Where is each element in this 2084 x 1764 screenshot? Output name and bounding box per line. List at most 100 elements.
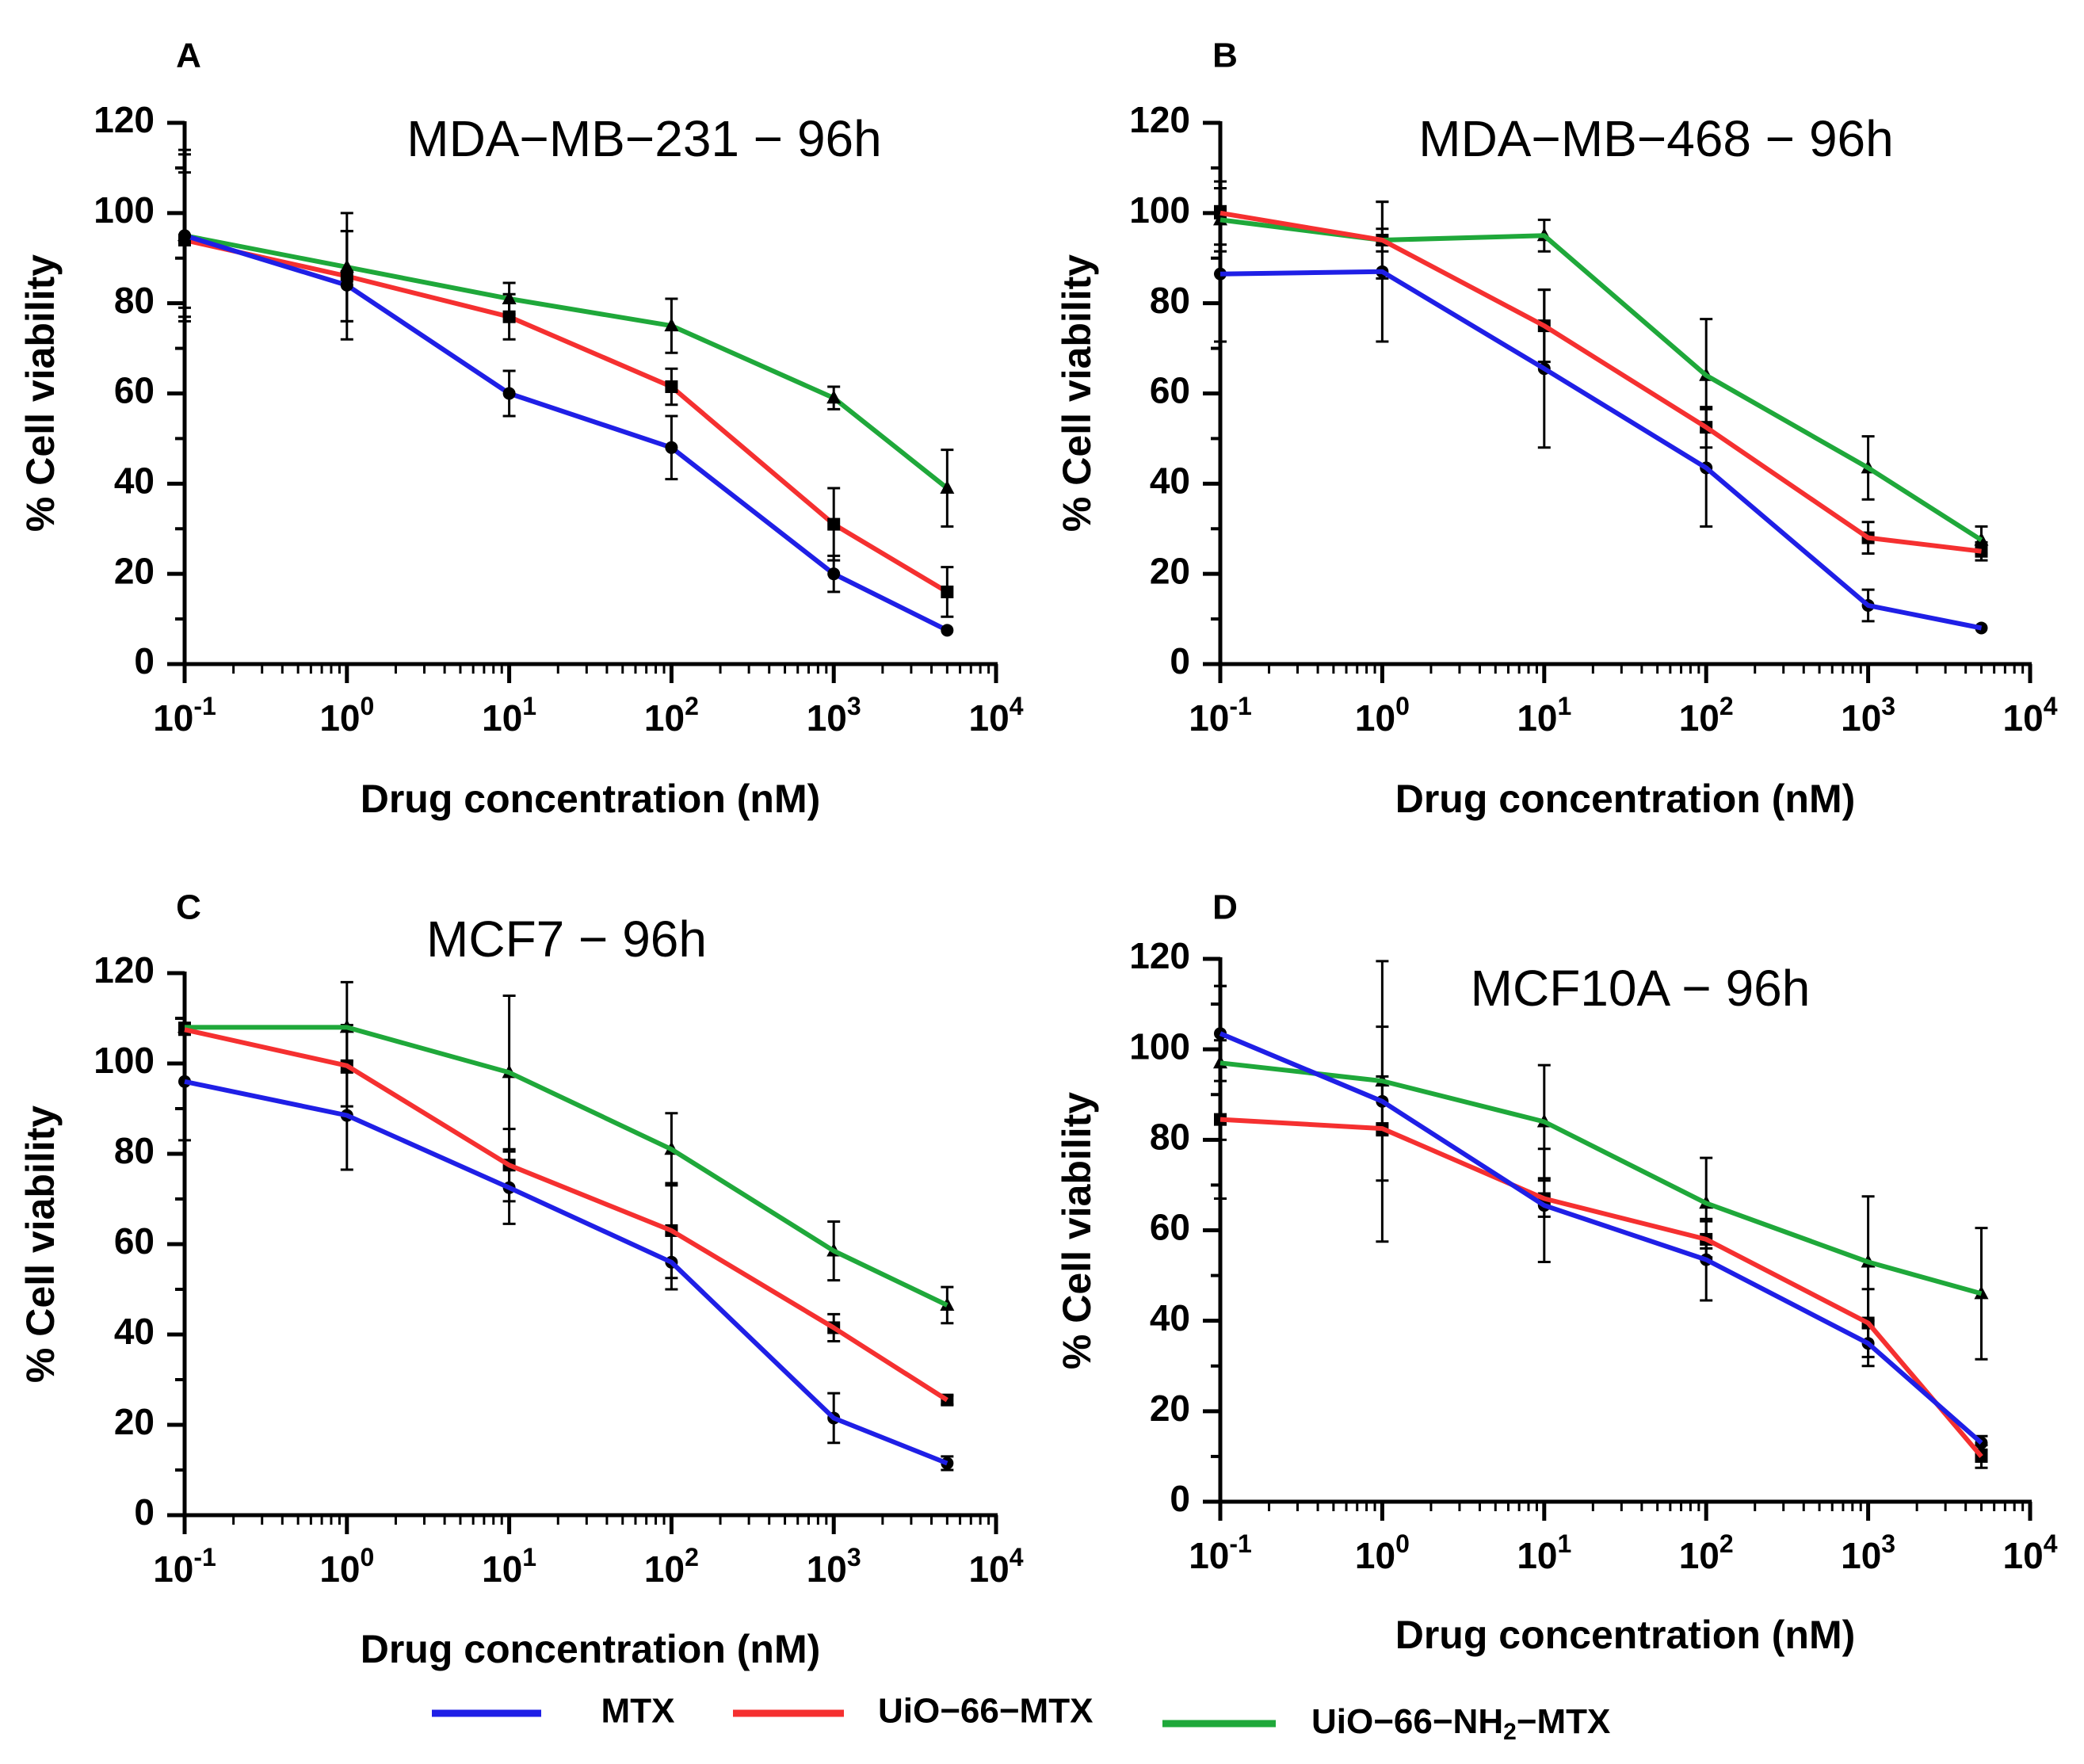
series-uio bbox=[1219, 210, 1982, 554]
y-tick-label: 40 bbox=[114, 460, 155, 501]
x-axis-label: Drug concentration (nM) bbox=[361, 777, 821, 821]
x-tick-label: 100 bbox=[319, 1543, 374, 1590]
series-line bbox=[1219, 1117, 1983, 1458]
data-point bbox=[941, 624, 954, 637]
y-axis-label: % Cell viability bbox=[18, 1105, 63, 1383]
y-tick-label: 40 bbox=[1150, 1297, 1190, 1338]
panel-letter: A bbox=[176, 36, 201, 75]
panel-letter: D bbox=[1212, 888, 1238, 927]
y-tick-label: 80 bbox=[114, 280, 155, 321]
y-tick-label: 60 bbox=[114, 370, 155, 411]
series-line bbox=[185, 1025, 948, 1308]
x-tick-label: 100 bbox=[319, 692, 374, 739]
x-tick-label: 104 bbox=[2003, 692, 2058, 739]
x-tick-label: 101 bbox=[482, 692, 536, 739]
y-axis-label: % Cell viability bbox=[1055, 254, 1099, 532]
series-line bbox=[184, 233, 948, 632]
series-uio bbox=[1219, 1117, 1983, 1458]
data-point bbox=[826, 390, 842, 404]
data-point bbox=[827, 567, 841, 581]
x-tick-label: 103 bbox=[1841, 692, 1895, 739]
y-tick-label: 80 bbox=[1150, 1116, 1190, 1157]
x-tick-label: 103 bbox=[807, 1543, 861, 1590]
chart-panel-d: D MCF10A − 96h 0 20 40 60 80 100 120 10-1 100 101 10… bbox=[1055, 888, 2057, 1658]
y-axis-label: % Cell viability bbox=[18, 254, 63, 532]
legend-label: UiO−66−NH2−MTX bbox=[1311, 1702, 1610, 1745]
x-tick-label: 10-1 bbox=[1189, 1529, 1252, 1576]
x-tick-label: 100 bbox=[1355, 1529, 1410, 1576]
legend: MTX UiO−66−MTX UiO−66−NH2−MTX bbox=[432, 1692, 1610, 1745]
legend-item-uionh2: UiO−66−NH2−MTX bbox=[1162, 1702, 1610, 1745]
series-mtx bbox=[1219, 269, 1983, 631]
y-tick-label: 20 bbox=[1150, 1388, 1190, 1429]
y-tick-label: 60 bbox=[1150, 1207, 1190, 1248]
x-axis-label: Drug concentration (nM) bbox=[1395, 1613, 1856, 1657]
chart-title: MCF10A − 96h bbox=[1471, 960, 1811, 1017]
data-point bbox=[941, 585, 954, 598]
y-tick-label: 120 bbox=[94, 99, 155, 140]
data-point bbox=[665, 380, 678, 393]
y-tick-label: 120 bbox=[1129, 99, 1190, 140]
data-point bbox=[665, 441, 678, 454]
y-tick-label: 0 bbox=[1170, 1478, 1190, 1519]
x-tick-label: 104 bbox=[969, 1543, 1024, 1590]
y-tick-label: 60 bbox=[1150, 370, 1190, 411]
data-point bbox=[827, 517, 841, 531]
x-tick-label: 10-1 bbox=[153, 692, 216, 739]
chart-panel-b: B MDA−MB−468 − 96h 0 20 40 60 80 100 120 10-1 100 1… bbox=[1055, 36, 2057, 822]
data-point bbox=[940, 480, 955, 494]
series-line bbox=[1219, 1031, 1983, 1445]
series-line bbox=[184, 1027, 948, 1403]
x-tick-label: 102 bbox=[1679, 692, 1734, 739]
series-line bbox=[1219, 1060, 1983, 1296]
y-tick-label: 80 bbox=[114, 1130, 155, 1171]
series-mtx bbox=[1219, 1031, 1983, 1445]
series-mtx bbox=[184, 1079, 948, 1466]
x-tick-label: 104 bbox=[969, 692, 1024, 739]
x-tick-label: 101 bbox=[1517, 1529, 1571, 1576]
panel-letter: C bbox=[176, 888, 201, 927]
y-tick-label: 20 bbox=[114, 550, 155, 591]
y-tick-label: 20 bbox=[114, 1401, 155, 1442]
x-tick-label: 104 bbox=[2003, 1529, 2058, 1576]
x-tick-label: 10-1 bbox=[153, 1543, 216, 1590]
data-point bbox=[502, 387, 516, 400]
chart-panel-c: C MCF7 − 96h 0 20 40 60 80 100 120 10-1 100 101 102 1… bbox=[18, 888, 1023, 1672]
y-tick-label: 60 bbox=[114, 1220, 155, 1262]
data-point bbox=[502, 310, 516, 323]
chart-title: MCF7 − 96h bbox=[426, 911, 707, 968]
legend-item-mtx: MTX bbox=[432, 1692, 674, 1731]
data-point bbox=[340, 278, 353, 292]
y-tick-label: 20 bbox=[1150, 550, 1190, 591]
legend-label: UiO−66−MTX bbox=[878, 1692, 1093, 1731]
x-tick-label: 103 bbox=[1841, 1529, 1895, 1576]
y-axis-label: % Cell viability bbox=[1055, 1092, 1099, 1369]
legend-label: MTX bbox=[601, 1692, 675, 1731]
chart-title: MDA−MB−468 − 96h bbox=[1418, 110, 1893, 167]
x-tick-label: 101 bbox=[482, 1543, 536, 1590]
series-line bbox=[184, 1079, 948, 1466]
series-line bbox=[1219, 269, 1983, 631]
series-line bbox=[184, 238, 948, 594]
y-tick-label: 120 bbox=[94, 949, 155, 991]
y-tick-label: 40 bbox=[1150, 460, 1190, 501]
y-tick-label: 80 bbox=[1150, 280, 1190, 321]
series-line bbox=[184, 233, 949, 491]
x-tick-label: 100 bbox=[1355, 692, 1410, 739]
legend-item-uio: UiO−66−MTX bbox=[733, 1692, 1093, 1731]
x-tick-label: 102 bbox=[1679, 1529, 1734, 1576]
x-tick-label: 102 bbox=[644, 1543, 699, 1590]
y-tick-label: 100 bbox=[1129, 189, 1190, 231]
x-tick-label: 103 bbox=[807, 692, 861, 739]
y-tick-label: 120 bbox=[1129, 935, 1190, 976]
x-axis-label: Drug concentration (nM) bbox=[1395, 777, 1856, 821]
x-tick-label: 102 bbox=[644, 692, 699, 739]
y-tick-label: 100 bbox=[94, 189, 155, 231]
data-point bbox=[664, 318, 679, 332]
series-uio bbox=[184, 1027, 948, 1403]
x-tick-label: 10-1 bbox=[1189, 692, 1252, 739]
y-tick-label: 100 bbox=[1129, 1025, 1190, 1067]
x-tick-label: 101 bbox=[1517, 692, 1571, 739]
y-tick-label: 0 bbox=[134, 1491, 155, 1533]
